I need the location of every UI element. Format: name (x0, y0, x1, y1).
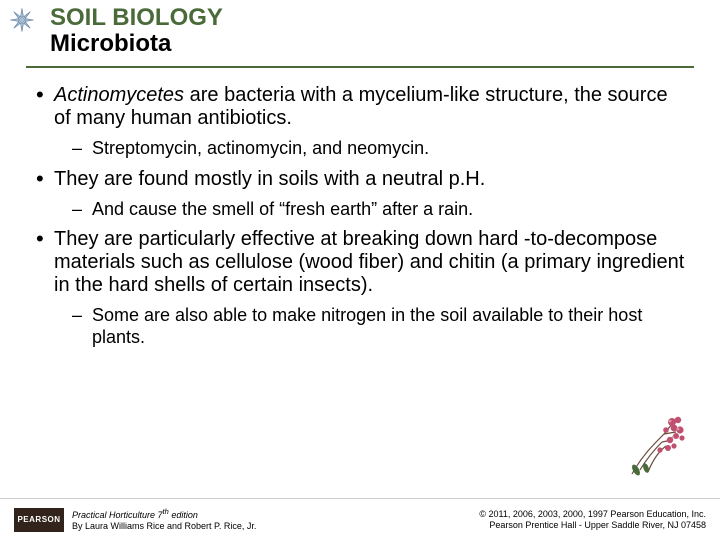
slide-subtitle: Microbiota (50, 30, 710, 58)
slide-footer: PEARSON Practical Horticulture 7th editi… (0, 498, 720, 540)
copyright-line-1: © 2011, 2006, 2003, 2000, 1997 Pearson E… (479, 509, 706, 520)
copyright-line-2: Pearson Prentice Hall - Upper Saddle Riv… (479, 520, 706, 531)
book-byline: By Laura Williams Rice and Robert P. Ric… (72, 521, 256, 532)
bullet-level-2: Streptomycin, actinomycin, and neomycin. (32, 138, 688, 160)
bullet-level-1: Actinomycetes are bacteria with a myceli… (32, 84, 688, 130)
asterisk-icon (8, 6, 36, 34)
bullet-level-1: They are found mostly in soils with a ne… (32, 168, 688, 191)
slide-title: SOIL BIOLOGY (50, 4, 710, 32)
slide: SOIL BIOLOGY Microbiota Actinomycetes ar… (0, 0, 720, 540)
book-title-suffix: edition (169, 510, 198, 520)
bullet-level-2: Some are also able to make nitrogen in t… (32, 305, 688, 348)
bullet-level-1: They are particularly effective at break… (32, 228, 688, 297)
footer-right: © 2011, 2006, 2003, 2000, 1997 Pearson E… (479, 509, 706, 531)
pearson-logo: PEARSON (14, 508, 64, 532)
book-title: Practical Horticulture 7th edition (72, 507, 256, 521)
slide-header: SOIL BIOLOGY Microbiota (0, 0, 720, 64)
book-title-main: Practical Horticulture 7 (72, 510, 163, 520)
slide-content: Actinomycetes are bacteria with a myceli… (0, 68, 720, 348)
bullet-level-2: And cause the smell of “fresh earth” aft… (32, 199, 688, 221)
footer-left: Practical Horticulture 7th edition By La… (72, 507, 256, 532)
flower-decoration (612, 406, 694, 478)
